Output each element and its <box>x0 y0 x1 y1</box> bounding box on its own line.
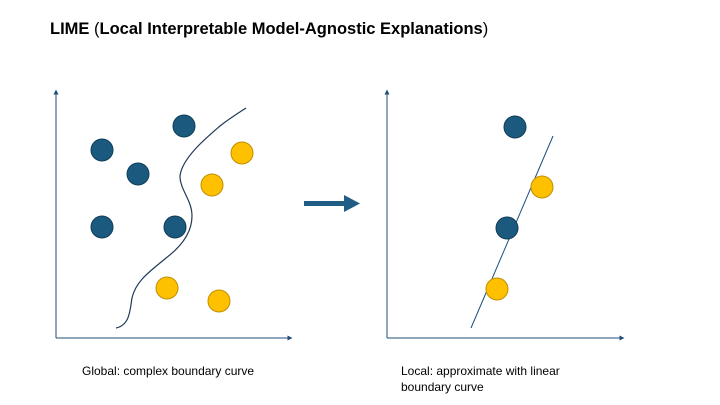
global-point-class-b <box>230 141 254 165</box>
right-arrow-icon <box>304 195 360 212</box>
local-panel <box>384 89 625 341</box>
title-expansion: Local Interpretable Model-Agnostic Expla… <box>99 20 483 38</box>
title-open-paren: ( <box>94 20 100 38</box>
global-point-class-a <box>90 138 114 162</box>
global-complex-boundary-curve <box>115 107 247 329</box>
local-point-class-a <box>495 216 519 240</box>
global-caption: Global: complex boundary curve <box>82 364 255 378</box>
global-point-class-b <box>207 289 231 313</box>
global-point-class-a <box>172 114 196 138</box>
title-acronym: LIME <box>50 20 90 38</box>
global-panel <box>53 89 293 341</box>
global-point-class-b <box>200 173 224 197</box>
local-point-class-a <box>503 115 527 139</box>
global-point-class-b <box>155 276 179 300</box>
global-point-class-a <box>163 215 187 239</box>
local-caption: Local: approximate with linear boundary … <box>401 364 560 394</box>
local-point-class-b <box>530 175 554 199</box>
global-point-class-a <box>90 215 114 239</box>
title-close-paren: ) <box>482 20 489 38</box>
slide-title: LIME (Local Interpretable Model-Agnostic… <box>50 20 488 39</box>
global-point-class-a <box>126 162 150 186</box>
local-point-class-b <box>485 277 509 301</box>
